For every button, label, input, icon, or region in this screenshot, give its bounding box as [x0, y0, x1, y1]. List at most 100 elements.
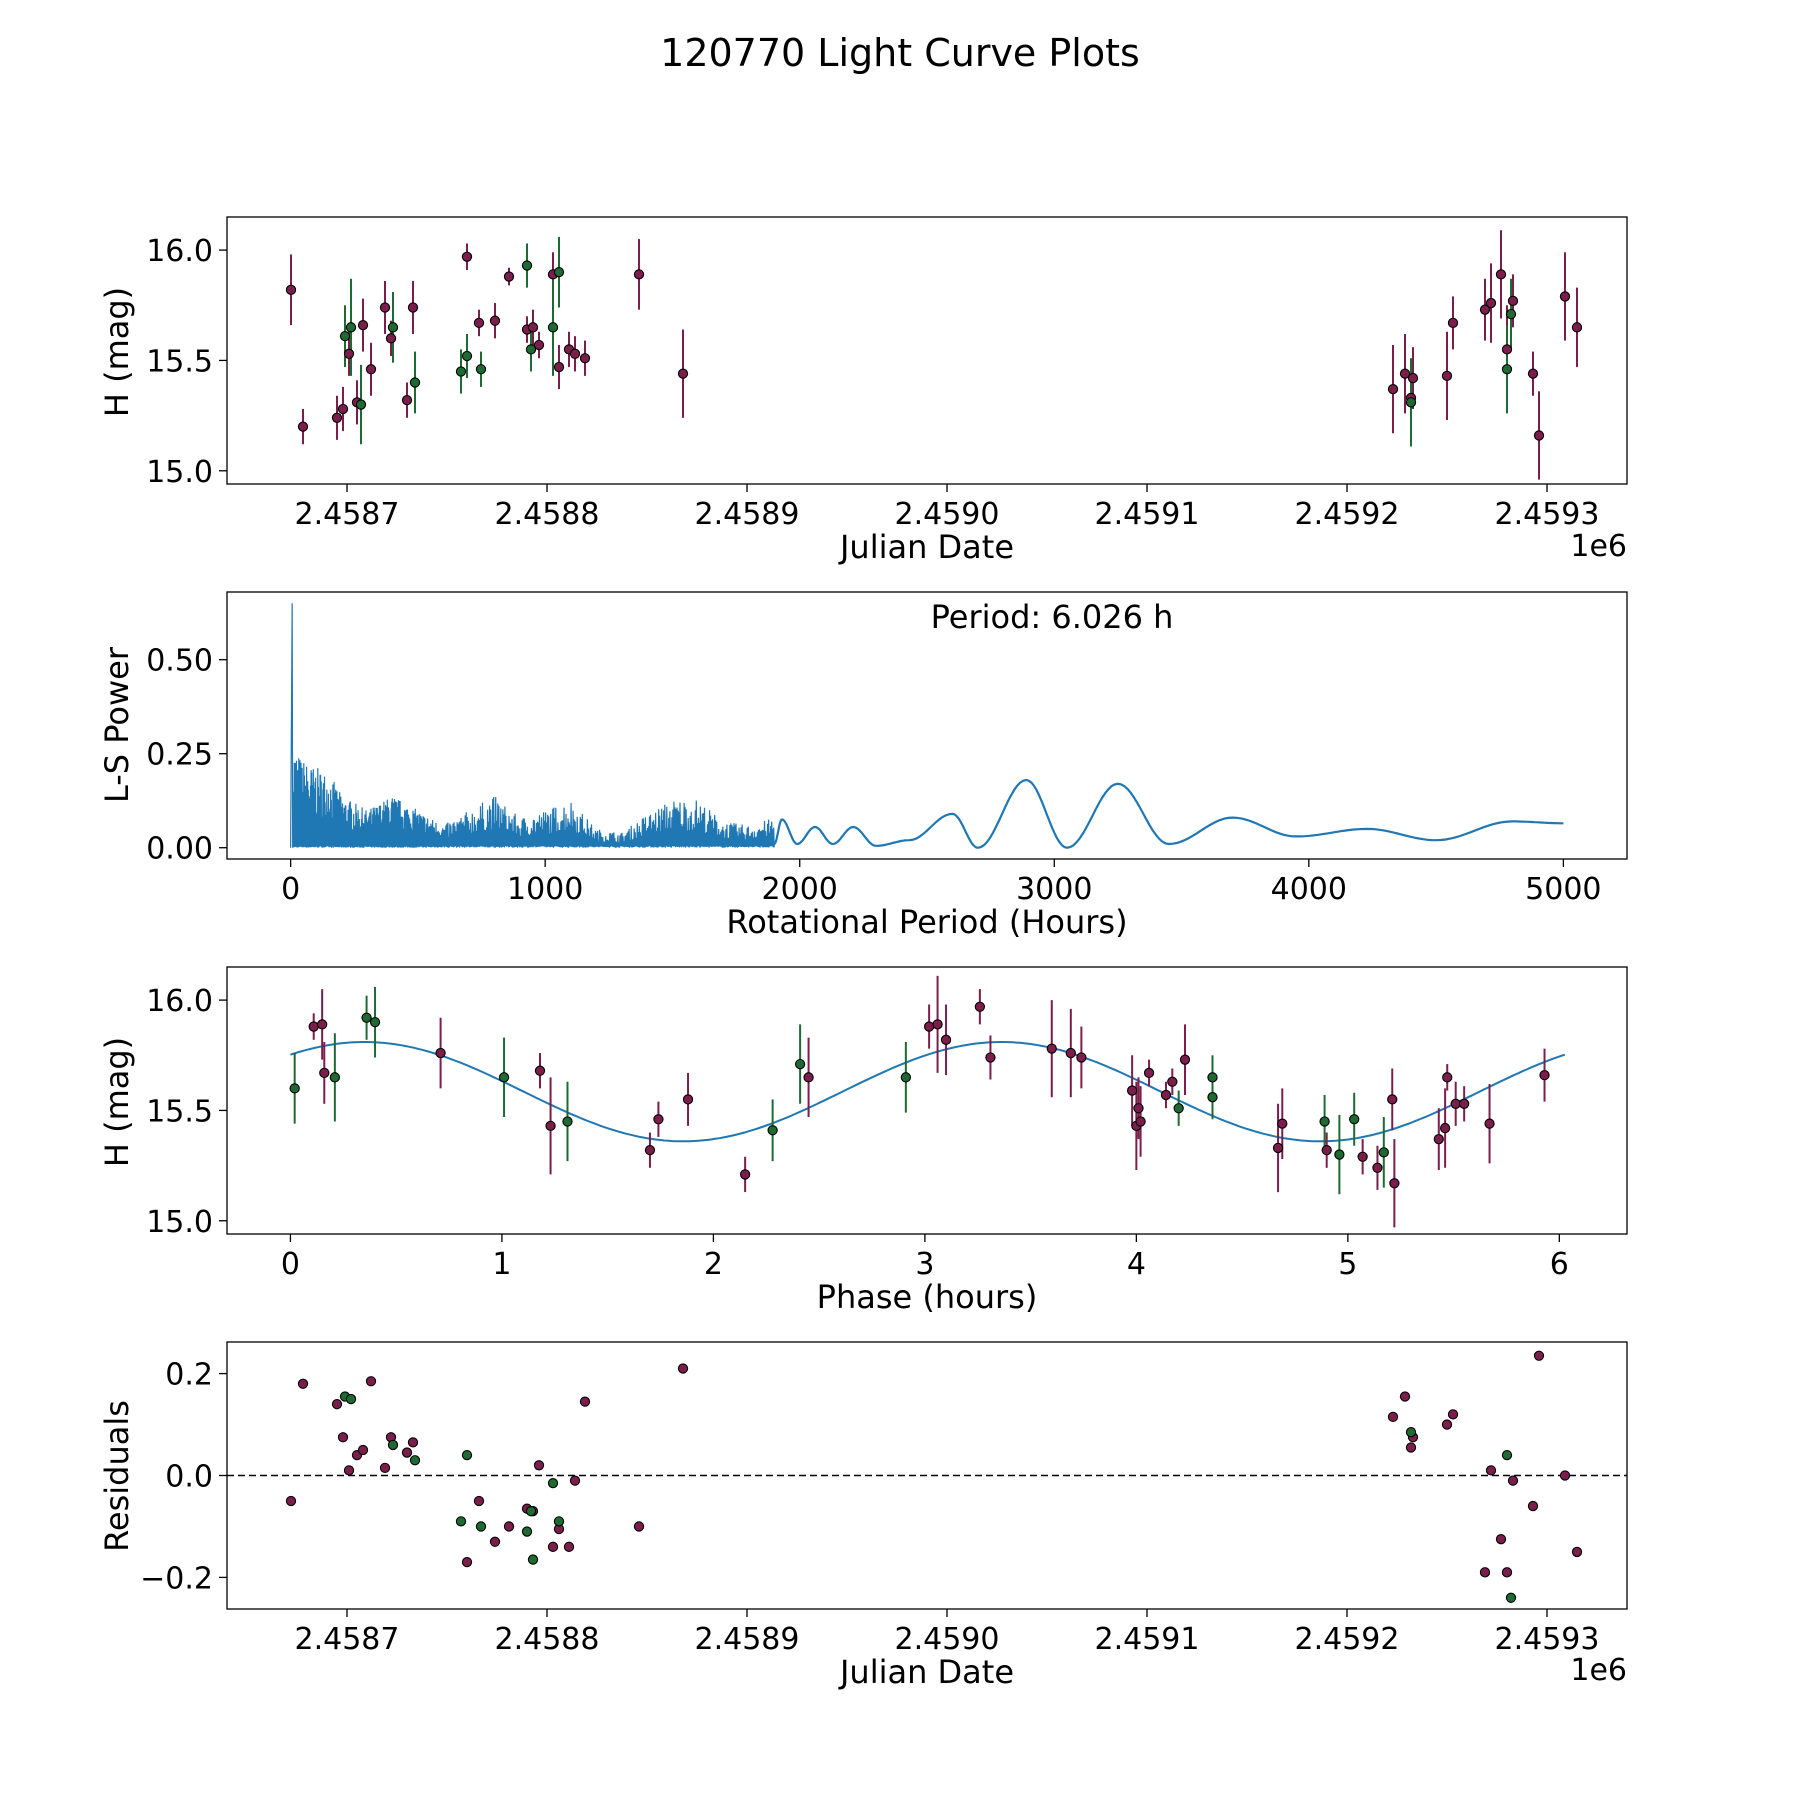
y-tick-label: 0.00 — [146, 832, 213, 867]
lightcurve-y-label: H (mag) — [98, 287, 136, 417]
data-point-magenta — [365, 1376, 377, 1387]
data-point-magenta — [357, 1444, 369, 1456]
data-point-magenta — [527, 322, 539, 333]
data-point-green — [767, 1125, 778, 1136]
data-point-magenta — [677, 1363, 689, 1374]
y-tick-label: 15.5 — [146, 344, 213, 379]
data-point-magenta — [1167, 1076, 1178, 1087]
data-point-magenta — [1441, 1419, 1453, 1430]
data-point-magenta — [1126, 1085, 1138, 1096]
data-point-magenta — [1501, 1567, 1513, 1578]
data-point-magenta — [1495, 1534, 1507, 1545]
data-point-magenta — [343, 348, 355, 359]
data-point-green — [1501, 1449, 1513, 1461]
data-point-magenta — [803, 1072, 814, 1083]
y-tick-label: 16.0 — [146, 234, 213, 269]
y-tick-label: 0.50 — [146, 644, 213, 679]
data-point-magenta — [1447, 1409, 1459, 1420]
period-annotation: Period: 6.026 h — [931, 598, 1174, 636]
residuals-points — [285, 1350, 1583, 1603]
data-point-magenta — [1450, 1098, 1461, 1109]
x-tick-label: 2.4593 — [1495, 497, 1600, 532]
lightcurve-panel: 2.4587 2.4588 2.4589 2.4590 2.4591 2.4592 2.45… — [98, 216, 1628, 566]
data-point-green — [475, 364, 487, 375]
data-point-magenta — [932, 1019, 943, 1030]
data-point-magenta — [379, 302, 391, 313]
x-tick-label: 3 — [915, 1247, 934, 1282]
y-tick-label: 15.0 — [146, 1205, 213, 1240]
data-point-magenta — [331, 1399, 343, 1410]
data-point-magenta — [1507, 295, 1519, 307]
x-tick-label: 2.4588 — [495, 497, 600, 532]
data-point-magenta — [1485, 297, 1497, 309]
x-tick-label: 0 — [281, 872, 300, 907]
data-point-magenta — [1399, 1391, 1411, 1402]
data-point-magenta — [533, 1460, 545, 1471]
data-point-magenta — [1389, 1178, 1400, 1189]
x-tick-label: 2.4589 — [695, 497, 800, 532]
data-point-green — [1349, 1114, 1360, 1125]
data-point-green — [369, 1017, 381, 1028]
figure-title: 120770 Light Curve Plots — [660, 31, 1140, 75]
data-point-magenta — [545, 1120, 556, 1132]
phased-y-ticks: 15.0 15.5 16.0 — [146, 984, 227, 1240]
data-point-green — [345, 322, 357, 333]
data-point-magenta — [1405, 1442, 1417, 1453]
data-point-magenta — [1459, 1098, 1470, 1109]
data-point-magenta — [1479, 304, 1491, 315]
data-point-green — [1378, 1147, 1389, 1158]
residuals-y-ticks: −0.2 0.0 0.2 — [140, 1358, 227, 1596]
data-point-magenta — [633, 1521, 645, 1532]
x-tick-label: 5000 — [1525, 872, 1601, 907]
data-point-green — [794, 1058, 806, 1070]
data-point-magenta — [653, 1114, 664, 1125]
data-point-magenta — [1571, 322, 1583, 333]
data-point-magenta — [1527, 368, 1539, 379]
data-point-green — [1207, 1072, 1218, 1083]
data-point-magenta — [1442, 1072, 1453, 1083]
data-point-green — [455, 1516, 467, 1527]
data-point-magenta — [534, 1065, 546, 1076]
data-point-magenta — [1076, 1052, 1087, 1063]
data-point-green — [1405, 1427, 1417, 1438]
data-point-magenta — [319, 1067, 330, 1079]
data-point-magenta — [739, 1169, 751, 1180]
data-point-green — [1319, 1116, 1330, 1127]
data-point-green — [455, 366, 467, 377]
data-point-magenta — [337, 403, 349, 415]
x-tick-label: 3000 — [1016, 872, 1092, 907]
data-point-magenta — [1179, 1054, 1191, 1065]
data-point-magenta — [1160, 1089, 1172, 1101]
data-point-green — [527, 1554, 539, 1565]
x-tick-label: 1 — [492, 1247, 511, 1282]
data-point-magenta — [461, 251, 473, 262]
data-point-green — [900, 1072, 912, 1083]
residuals-x-ticks: 2.4587 2.4588 2.4589 2.4590 2.4591 2.4592 2.45… — [295, 1609, 1600, 1657]
data-point-magenta — [974, 1001, 986, 1012]
data-point-magenta — [503, 1521, 515, 1532]
data-point-magenta — [1399, 368, 1411, 379]
data-point-green — [525, 344, 537, 355]
data-point-green — [361, 1012, 372, 1023]
x-tick-label: 2.4587 — [295, 497, 400, 532]
x-tick-label: 2.4590 — [895, 497, 1000, 532]
data-point-green — [553, 1516, 565, 1527]
y-tick-label: 16.0 — [146, 984, 213, 1019]
data-point-magenta — [1133, 1103, 1144, 1114]
y-tick-label: 0.2 — [165, 1358, 213, 1393]
data-point-magenta — [407, 302, 419, 313]
data-point-green — [547, 1477, 559, 1489]
periodogram-x-label: Rotational Period (Hours) — [726, 903, 1127, 941]
x-tick-label: 2.4593 — [1495, 1622, 1600, 1657]
phased-points — [289, 1001, 1550, 1189]
data-point-magenta — [569, 1475, 581, 1486]
data-point-magenta — [1571, 1546, 1583, 1558]
lightcurve-points — [285, 251, 1583, 441]
residuals-panel: 2.4587 2.4588 2.4589 2.4590 2.4591 2.4592 2.45… — [98, 1341, 1628, 1691]
phased-x-ticks: 0 1 2 3 4 5 6 — [281, 1234, 1569, 1282]
x-tick-label: 2.4587 — [295, 1622, 400, 1657]
data-point-magenta — [553, 361, 565, 373]
data-point-magenta — [1277, 1118, 1288, 1129]
data-point-magenta — [1321, 1144, 1332, 1156]
residuals-y-label: Residuals — [98, 1400, 136, 1552]
